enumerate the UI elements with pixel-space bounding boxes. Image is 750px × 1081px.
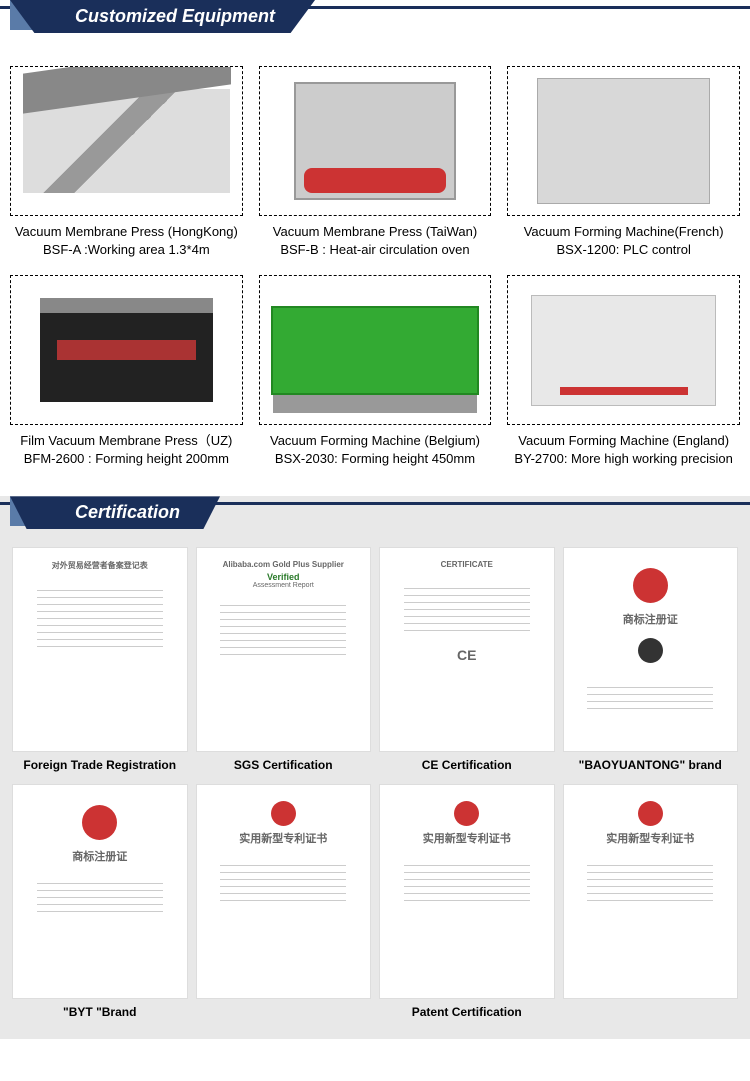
cert-sub2: Assessment Report <box>253 582 314 589</box>
seal-icon <box>454 801 479 826</box>
cert-doc-header: 实用新型专利证书 <box>423 830 511 846</box>
header-ribbon: Customized Equipment <box>10 0 315 33</box>
equipment-title: Vacuum Membrane Press (TaiWan) <box>259 224 492 240</box>
equipment-title: Film Vacuum Membrane Press（UZ) <box>10 433 243 449</box>
equipment-image <box>507 66 740 216</box>
equipment-title: Vacuum Forming Machine (Belgium) <box>259 433 492 449</box>
cert-item: 实用新型专利证书 <box>563 784 739 1019</box>
cert-image: 商标注册证 <box>563 547 739 752</box>
cert-image: CERTIFICATE CE <box>379 547 555 752</box>
equipment-item: Vacuum Forming Machine (Belgium) BSX-203… <box>259 275 492 466</box>
equipment-subtitle: BSX-2030: Forming height 450mm <box>259 451 492 467</box>
cert-item: Alibaba.com Gold Plus Supplier Verified … <box>196 547 372 772</box>
cert-item: 实用新型专利证书 Patent Certification <box>379 784 555 1019</box>
cert-doc-header: Alibaba.com Gold Plus Supplier <box>223 560 344 569</box>
seal-icon <box>638 801 663 826</box>
certification-section: Certification 对外贸易经营者备案登记表 Foreign Trade… <box>0 496 750 1039</box>
equipment-image <box>259 66 492 216</box>
equipment-item: Film Vacuum Membrane Press（UZ) BFM-2600 … <box>10 275 243 466</box>
equipment-grid: Vacuum Membrane Press (HongKong) BSF-A :… <box>0 66 750 466</box>
cert-doc-header: 实用新型专利证书 <box>239 830 327 846</box>
equipment-subtitle: BFM-2600 : Forming height 200mm <box>10 451 243 467</box>
cert-label: CE Certification <box>379 758 555 772</box>
cert-image: 对外贸易经营者备案登记表 <box>12 547 188 752</box>
seal-icon <box>82 805 117 840</box>
cert-label: SGS Certification <box>196 758 372 772</box>
cert-doc-header: 对外贸易经营者备案登记表 <box>52 560 148 571</box>
seal-icon <box>633 568 668 603</box>
seal-icon <box>638 638 663 663</box>
cert-item: CERTIFICATE CE CE Certification <box>379 547 555 772</box>
equipment-image <box>10 66 243 216</box>
equipment-image <box>259 275 492 425</box>
cert-verified: Verified <box>267 572 300 582</box>
cert-item: 商标注册证 "BYT "Brand <box>12 784 188 1019</box>
equipment-title: Vacuum Forming Machine (England) <box>507 433 740 449</box>
seal-icon <box>271 801 296 826</box>
equipment-title: Vacuum Membrane Press (HongKong) <box>10 224 243 240</box>
cert-doc-header: CERTIFICATE <box>441 560 493 569</box>
equipment-item: Vacuum Forming Machine (England) BY-2700… <box>507 275 740 466</box>
equipment-title: Vacuum Forming Machine(French) <box>507 224 740 240</box>
equipment-subtitle: BSF-A :Working area 1.3*4m <box>10 242 243 258</box>
certification-section-header: Certification <box>0 496 750 532</box>
equipment-item: Vacuum Membrane Press (TaiWan) BSF-B : H… <box>259 66 492 257</box>
cert-image: 实用新型专利证书 <box>379 784 555 999</box>
cert-label: Patent Certification <box>379 1005 555 1019</box>
header-ribbon: Certification <box>10 496 220 529</box>
certification-grid-row1: 对外贸易经营者备案登记表 Foreign Trade Registration … <box>0 547 750 772</box>
equipment-subtitle: BY-2700: More high working precision <box>507 451 740 467</box>
cert-label: "BAOYUANTONG" brand <box>563 758 739 772</box>
equipment-item: Vacuum Membrane Press (HongKong) BSF-A :… <box>10 66 243 257</box>
equipment-image <box>10 275 243 425</box>
cert-image: 实用新型专利证书 <box>196 784 372 999</box>
equipment-subtitle: BSF-B : Heat-air circulation oven <box>259 242 492 258</box>
cert-item: 实用新型专利证书 <box>196 784 372 1019</box>
cert-item: 商标注册证 "BAOYUANTONG" brand <box>563 547 739 772</box>
cert-image: Alibaba.com Gold Plus Supplier Verified … <box>196 547 372 752</box>
cert-doc-header: 商标注册证 <box>623 611 678 627</box>
cert-image: 实用新型专利证书 <box>563 784 739 999</box>
cert-doc-header: 实用新型专利证书 <box>606 830 694 846</box>
cert-label: Foreign Trade Registration <box>12 758 188 772</box>
cert-doc-header: 商标注册证 <box>72 848 127 864</box>
certification-grid-row2: 商标注册证 "BYT "Brand 实用新型专利证书 实用新型专利证书 Pate… <box>0 784 750 1019</box>
equipment-subtitle: BSX-1200: PLC control <box>507 242 740 258</box>
cert-label: "BYT "Brand <box>12 1005 188 1019</box>
equipment-image <box>507 275 740 425</box>
cert-image: 商标注册证 <box>12 784 188 999</box>
equipment-section-header: Customized Equipment <box>0 0 750 36</box>
cert-item: 对外贸易经营者备案登记表 Foreign Trade Registration <box>12 547 188 772</box>
equipment-item: Vacuum Forming Machine(French) BSX-1200:… <box>507 66 740 257</box>
